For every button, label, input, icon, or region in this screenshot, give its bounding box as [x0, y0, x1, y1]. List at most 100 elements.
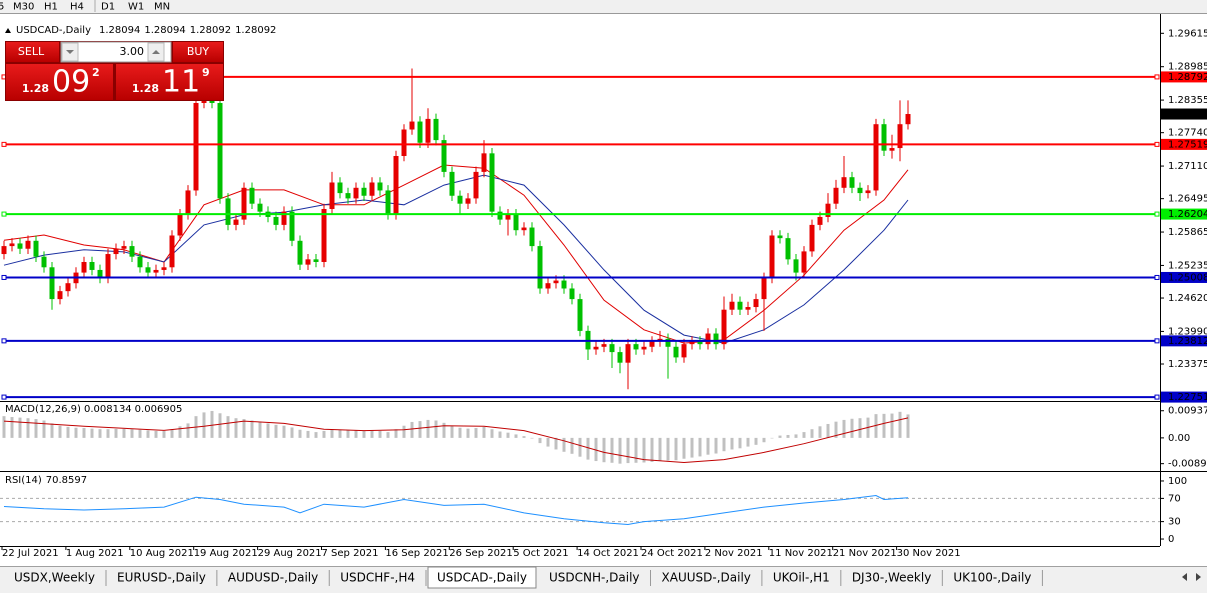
candle-body	[65, 283, 71, 292]
chart-tab[interactable]: USDCAD-,Daily	[437, 571, 527, 585]
chart-tab[interactable]: USDCNH-,Daily	[549, 571, 640, 585]
price-tick-label: 1.26495	[1168, 194, 1207, 205]
ohlc-readout: 1.28094	[99, 25, 140, 36]
macd-bar	[554, 437, 558, 450]
chart-tab[interactable]: UK100-,Daily	[953, 571, 1031, 585]
candle-body	[1, 246, 7, 255]
chart-symbol: USDCAD-,Daily	[16, 25, 91, 36]
macd-bar	[658, 437, 662, 462]
macd-bar	[394, 429, 398, 438]
level-anchor	[1154, 338, 1160, 344]
rsi-readout: 70.8597	[46, 475, 87, 486]
candle-body	[377, 182, 383, 191]
moving-average	[3, 174, 909, 344]
macd-bar	[298, 429, 302, 438]
macd-bar	[50, 423, 54, 438]
macd-bar	[234, 418, 238, 438]
macd-bar	[122, 428, 126, 438]
ask-box[interactable]	[116, 64, 223, 100]
price-tick-label: 1.27740	[1168, 128, 1207, 139]
candle-body	[793, 259, 799, 273]
timeframe-button[interactable]: W1	[128, 2, 144, 13]
candle-body	[497, 211, 503, 220]
macd-bar	[18, 417, 22, 438]
macd-bar	[730, 437, 734, 450]
lot-field[interactable]	[60, 41, 172, 63]
candle-body	[841, 177, 847, 188]
sell-button[interactable]	[6, 42, 59, 62]
rsi-tick-label: 100	[1168, 476, 1187, 487]
date-label: 11 Nov 2021	[769, 548, 833, 559]
candle-body	[833, 187, 839, 204]
macd-bar	[290, 427, 294, 438]
macd-bar	[130, 429, 134, 438]
chart-tab[interactable]: UKOil-,H1	[773, 571, 830, 585]
level-anchor	[1, 394, 7, 400]
macd-bar	[178, 426, 182, 438]
macd-bar	[226, 416, 230, 438]
level-label-box	[1161, 138, 1207, 150]
candle-body	[313, 259, 319, 262]
candle-body	[129, 246, 135, 257]
candle-body	[665, 338, 671, 347]
macd-bar	[114, 428, 118, 438]
current-price-box	[1161, 108, 1207, 120]
timeframe-button[interactable]: M30	[13, 2, 34, 13]
timeframe-button[interactable]: D1	[101, 2, 115, 13]
chart-collapse-icon[interactable]	[5, 28, 11, 33]
chart-tab[interactable]: USDX,Weekly	[14, 571, 95, 585]
macd-bar	[602, 437, 606, 463]
ask-fraction: 9	[202, 66, 210, 79]
macd-tick-label: 0.009373	[1168, 406, 1207, 417]
macd-bar	[834, 421, 838, 438]
macd-bar	[74, 427, 78, 438]
candle-body	[865, 190, 871, 194]
macd-bar	[426, 419, 430, 438]
price-tick-label: 1.25235	[1168, 260, 1207, 271]
candle-body	[617, 352, 623, 363]
timeframe-button[interactable]: H1	[44, 2, 58, 13]
macd-tick-label: 0.00	[1168, 433, 1190, 444]
candle-body	[649, 341, 655, 347]
chart-tab[interactable]: USDCHF-,H4	[340, 571, 415, 585]
level-anchor	[1154, 211, 1160, 217]
macd-bar	[482, 426, 486, 438]
macd-bar	[754, 437, 758, 445]
candle-body	[873, 124, 879, 191]
level-anchor	[1, 274, 7, 280]
price-tick-label: 1.25865	[1168, 227, 1207, 238]
level-label-box	[1161, 71, 1207, 83]
timeframe-button[interactable]: 5	[0, 2, 4, 13]
macd-bar	[698, 437, 702, 457]
arrow-up	[152, 50, 160, 54]
chart-tab[interactable]: AUDUSD-,Daily	[228, 571, 318, 585]
candle-body	[881, 124, 887, 151]
level-anchor	[1154, 141, 1160, 147]
date-label: 29 Aug 2021	[258, 548, 322, 559]
price-tick-label: 1.29615	[1168, 28, 1207, 39]
level-label: 1.27519	[1168, 139, 1207, 150]
macd-bar	[26, 418, 30, 438]
candle-body	[745, 307, 751, 310]
macd-bar	[722, 437, 726, 452]
buy-button[interactable]	[173, 42, 223, 62]
bid-box[interactable]	[6, 64, 113, 100]
tab-scroll-arrows[interactable]	[1182, 573, 1201, 581]
candle-body	[297, 240, 303, 265]
candle-body	[513, 214, 519, 231]
date-label: 14 Oct 2021	[577, 548, 639, 559]
level-label: 1.25008	[1168, 272, 1207, 283]
ask-prefix: 1.28	[132, 82, 159, 95]
timeframe-button[interactable]: MN	[154, 2, 170, 13]
candle-body	[569, 288, 575, 300]
timeframe-button[interactable]: H4	[70, 2, 84, 13]
chart-tab[interactable]: DJ30-,Weekly	[852, 571, 932, 585]
date-label: 30 Nov 2021	[897, 548, 961, 559]
macd-bar	[82, 428, 86, 438]
chart-tab[interactable]: EURUSD-,Daily	[117, 571, 206, 585]
macd-bar	[378, 430, 382, 438]
macd-bar	[586, 437, 590, 460]
chart-tab[interactable]: XAUUSD-,Daily	[662, 571, 751, 585]
macd-bar	[466, 428, 470, 438]
candle-body	[393, 155, 399, 215]
